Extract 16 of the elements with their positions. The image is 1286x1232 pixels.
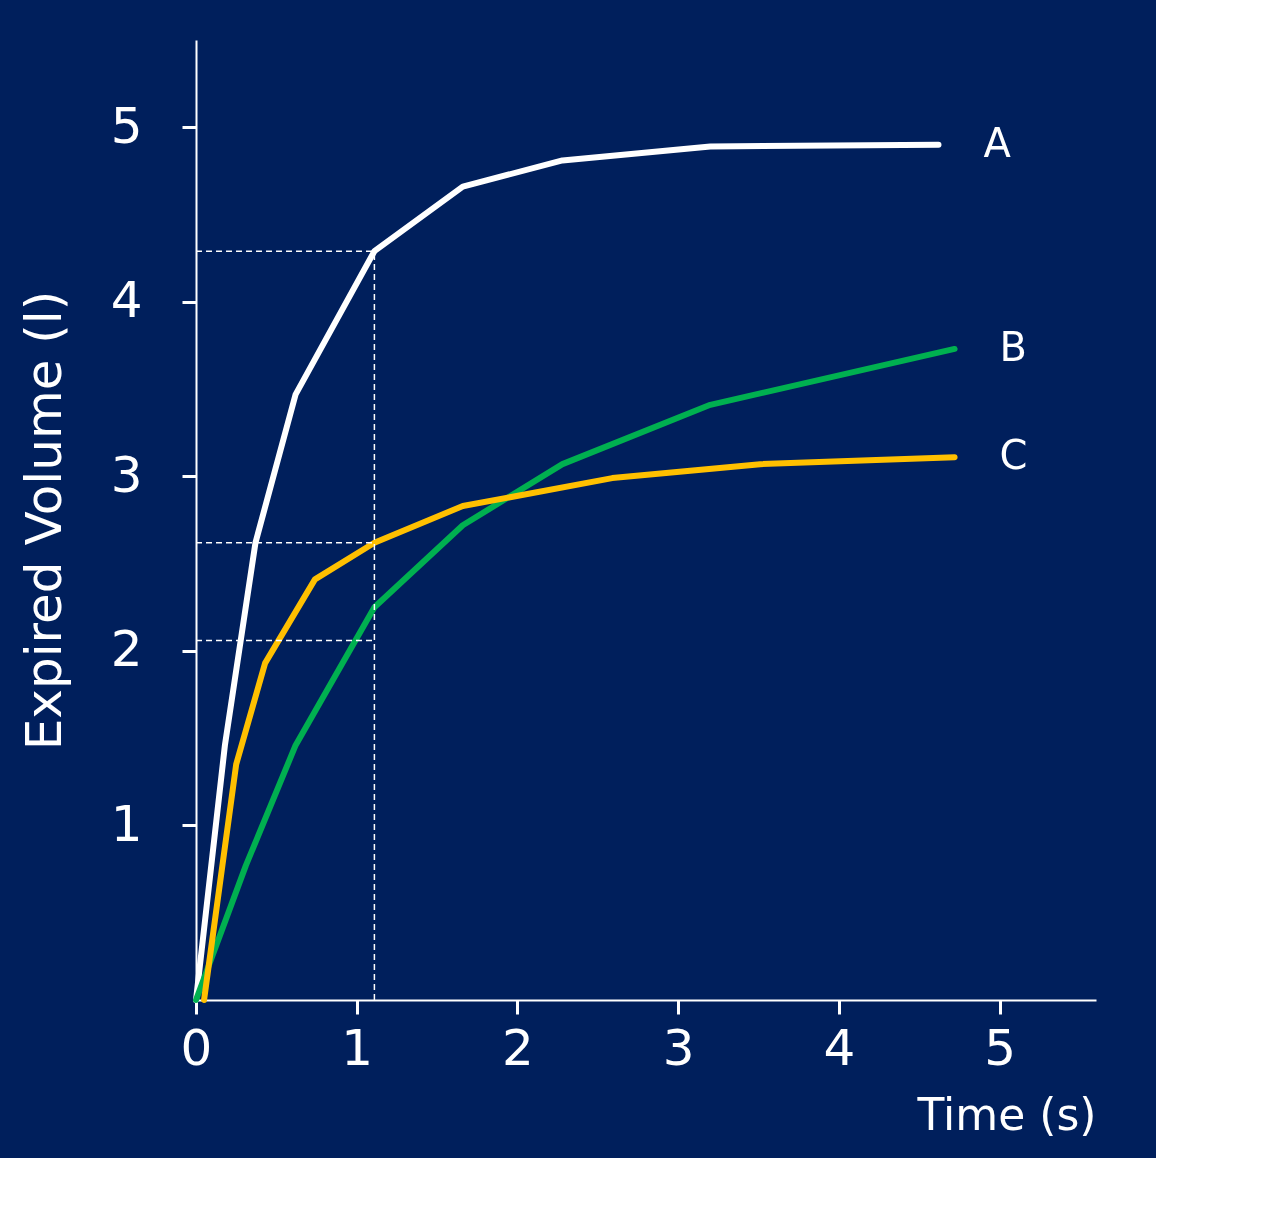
x-tick-label: 3	[662, 1018, 695, 1077]
x-tick-label: 5	[984, 1018, 1016, 1077]
x-axis-title: Time (s)	[916, 1088, 1097, 1140]
y-tick-label: 5	[110, 96, 143, 155]
series-label: C	[999, 432, 1028, 479]
y-axis-title: Expired Volume (l)	[14, 290, 73, 751]
y-tick-label: 3	[110, 445, 143, 504]
series-label: B	[999, 323, 1028, 370]
x-tick-label: 0	[180, 1018, 213, 1077]
y-tick-label: 1	[110, 794, 143, 853]
x-tick-label: 2	[502, 1018, 534, 1077]
series-label: A	[983, 119, 1012, 166]
y-tick-label: 4	[110, 271, 143, 330]
y-tick-label: 2	[110, 620, 143, 679]
x-tick-label: 1	[341, 1018, 374, 1077]
x-tick-label: 4	[823, 1018, 856, 1077]
